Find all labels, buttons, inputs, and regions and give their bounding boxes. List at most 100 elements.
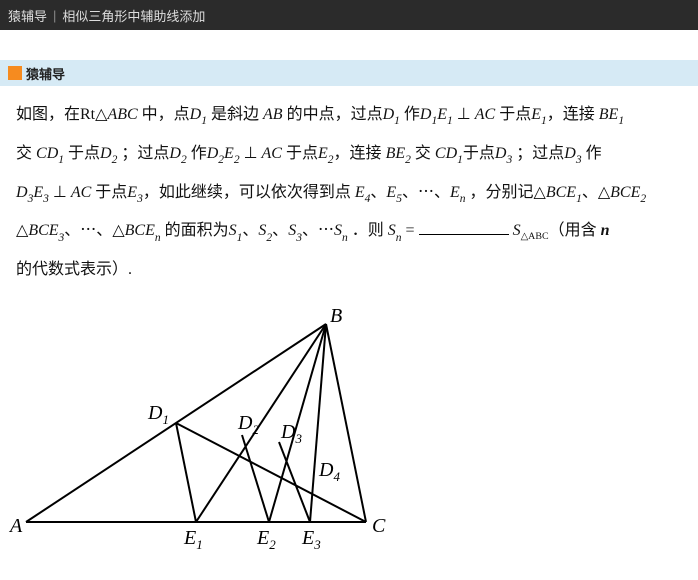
perp-symbol: ⊥ (240, 145, 262, 162)
var-d: D (190, 106, 202, 123)
var-s: S (513, 222, 521, 239)
text: 交 (16, 145, 36, 162)
var-n: n (601, 222, 610, 239)
triangle-symbol: △ (112, 222, 124, 239)
brand-logo-icon (8, 66, 22, 80)
var-d: D (169, 145, 181, 162)
sub-sabc: △ABC (521, 232, 549, 243)
var-ab: AB (263, 106, 283, 123)
var-e: E (127, 184, 137, 201)
var-e: E (355, 184, 365, 201)
perp-symbol: ⊥ (453, 106, 475, 123)
gap-strip (0, 30, 698, 60)
sub: 3 (296, 232, 302, 244)
sep: 、 (302, 222, 318, 239)
sub: n (342, 232, 348, 244)
var-e: E (224, 145, 234, 162)
sub: 2 (218, 154, 224, 166)
var-cd: CD (36, 145, 58, 162)
var-s: S (288, 222, 296, 239)
sub: 2 (234, 154, 240, 166)
text: 于点 (91, 184, 127, 201)
sub: 3 (28, 193, 34, 205)
sub: 2 (181, 154, 187, 166)
sub: n (460, 193, 466, 205)
sub: n (396, 232, 402, 244)
text: （用含 (549, 222, 601, 239)
var-s: S (388, 222, 396, 239)
var-e: E (531, 106, 541, 123)
var-d: D (420, 106, 432, 123)
dots: 、⋯、 (402, 184, 450, 201)
text: ；过点 (117, 145, 169, 162)
sub: 1 (201, 115, 207, 127)
sub: 1 (431, 115, 437, 127)
geometry-figure: ABCD1D2D3D4E1E2E3 (6, 304, 698, 569)
var-d: D (16, 184, 28, 201)
text: ，分别记 (466, 184, 534, 201)
var-bce: BCE (125, 222, 155, 239)
svg-text:E3: E3 (301, 527, 321, 552)
var-cd: CD (435, 145, 457, 162)
text: 作 (400, 106, 420, 123)
text: ；过点 (512, 145, 564, 162)
text: ．则 (348, 222, 388, 239)
svg-text:E1: E1 (183, 527, 203, 552)
sub: 3 (59, 232, 65, 244)
sub: 4 (365, 193, 371, 205)
sub: 3 (576, 154, 582, 166)
var-ac: AC (71, 184, 91, 201)
sub: 1 (58, 154, 64, 166)
text: ，连接 (334, 145, 386, 162)
sub: 3 (43, 193, 49, 205)
sep: 、 (582, 184, 598, 201)
topbar-separator: | (53, 8, 56, 23)
text: 的面积为 (165, 222, 229, 239)
text: 交 (411, 145, 435, 162)
sub: 1 (576, 193, 582, 205)
var-e: E (450, 184, 460, 201)
sub: 2 (640, 193, 646, 205)
sub: 5 (396, 193, 402, 205)
text: 中，点 (138, 106, 190, 123)
svg-text:D3: D3 (280, 421, 302, 446)
var-d: D (564, 145, 576, 162)
var-s: S (229, 222, 237, 239)
svg-text:D1: D1 (147, 402, 169, 427)
var-d: D (100, 145, 112, 162)
var-d: D (383, 106, 395, 123)
sub: 2 (266, 232, 272, 244)
dots: 、⋯、 (64, 222, 112, 239)
var-d: D (207, 145, 219, 162)
var-bce: BCE (28, 222, 58, 239)
svg-text:D4: D4 (318, 459, 340, 484)
sub: 1 (618, 115, 624, 127)
perp-symbol: ⊥ (49, 184, 71, 201)
sub: n (155, 232, 161, 244)
var-s: S (334, 222, 342, 239)
svg-text:B: B (330, 305, 342, 327)
brand-label: 猿辅导 (26, 64, 65, 83)
text: ABC (107, 106, 137, 123)
text: 的中点，过点 (283, 106, 383, 123)
triangle-symbol: △ (534, 184, 546, 201)
var-ac: AC (475, 106, 495, 123)
text: 于点 (64, 145, 100, 162)
triangle-symbol: △ (598, 184, 610, 201)
sep: 、 (370, 184, 386, 201)
sub: 2 (405, 154, 411, 166)
text: 于点 (495, 106, 531, 123)
sub: 1 (394, 115, 400, 127)
topbar-title: 相似三角形中辅助线添加 (62, 6, 205, 25)
var-bce: BCE (546, 184, 576, 201)
var-e: E (318, 145, 328, 162)
brand-bar: 猿辅导 (0, 60, 698, 86)
sub: 3 (506, 154, 512, 166)
sub: 1 (541, 115, 547, 127)
problem-text: 如图，在Rt△ABC 中，点D1 是斜边 AB 的中点，过点D1 作D1E1 ⊥… (0, 86, 698, 298)
triangle-symbol: △ (16, 222, 28, 239)
var-be: BE (599, 106, 619, 123)
sub: 1 (447, 115, 453, 127)
var-d: D (495, 145, 507, 162)
var-e: E (437, 106, 447, 123)
